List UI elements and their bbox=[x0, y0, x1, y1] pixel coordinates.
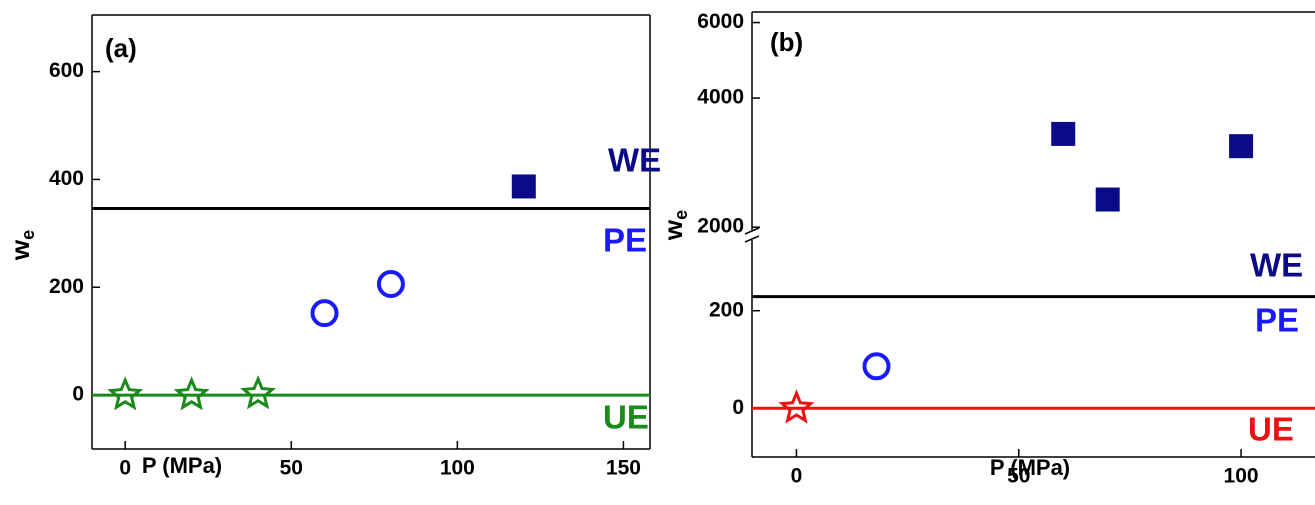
x-tick-label: 0 bbox=[119, 457, 131, 480]
x-tick-label: 100 bbox=[440, 457, 475, 480]
panel-label: (b) bbox=[770, 27, 803, 57]
region-label: WE bbox=[1250, 247, 1303, 284]
circle-marker bbox=[862, 352, 891, 381]
x-axis-label: P (MPa) bbox=[990, 455, 1070, 480]
y-axis-label: we bbox=[658, 210, 691, 241]
axis-break bbox=[744, 227, 760, 235]
x-axis-label: P (MPa) bbox=[142, 453, 222, 478]
y-tick-label: 400 bbox=[49, 167, 84, 190]
square-marker bbox=[1095, 187, 1120, 212]
star-marker bbox=[778, 389, 815, 424]
x-tick-label: 100 bbox=[1224, 465, 1259, 488]
y-axis-label-main: w bbox=[5, 239, 35, 261]
star-marker bbox=[107, 376, 144, 411]
y-tick-label: 0 bbox=[732, 396, 744, 419]
y-axis-label-main: w bbox=[658, 219, 688, 241]
y-tick-label: 200 bbox=[49, 275, 84, 298]
square-marker bbox=[1051, 121, 1076, 146]
region-label: UE bbox=[1248, 411, 1294, 448]
y-tick-label: 200 bbox=[709, 298, 744, 321]
circle-marker bbox=[310, 299, 339, 328]
y-tick-label: 0 bbox=[72, 383, 84, 406]
y-axis-label-sub: e bbox=[18, 230, 38, 240]
panel-label: (a) bbox=[105, 33, 137, 63]
x-tick-label: 150 bbox=[606, 457, 641, 480]
y-axis-label: we bbox=[5, 230, 38, 261]
star-marker bbox=[240, 375, 276, 410]
x-tick-label: 0 bbox=[791, 465, 803, 488]
star-marker bbox=[173, 376, 210, 411]
region-label: PE bbox=[1255, 302, 1299, 339]
circle-marker bbox=[376, 270, 405, 299]
x-tick-label: 50 bbox=[280, 457, 303, 480]
y-tick-label: 4000 bbox=[697, 86, 744, 109]
region-label: PE bbox=[603, 222, 647, 259]
y-tick-label: 6000 bbox=[697, 10, 744, 33]
square-marker bbox=[511, 174, 536, 199]
y-axis-label-sub: e bbox=[671, 210, 691, 220]
x-tick-label: 50 bbox=[1007, 465, 1030, 488]
square-marker bbox=[1229, 134, 1254, 159]
region-label: WE bbox=[608, 142, 661, 179]
axis-break bbox=[744, 235, 760, 243]
y-tick-label: 2000 bbox=[697, 215, 744, 238]
y-tick-label: 600 bbox=[49, 59, 84, 82]
region-label: UE bbox=[603, 399, 649, 436]
